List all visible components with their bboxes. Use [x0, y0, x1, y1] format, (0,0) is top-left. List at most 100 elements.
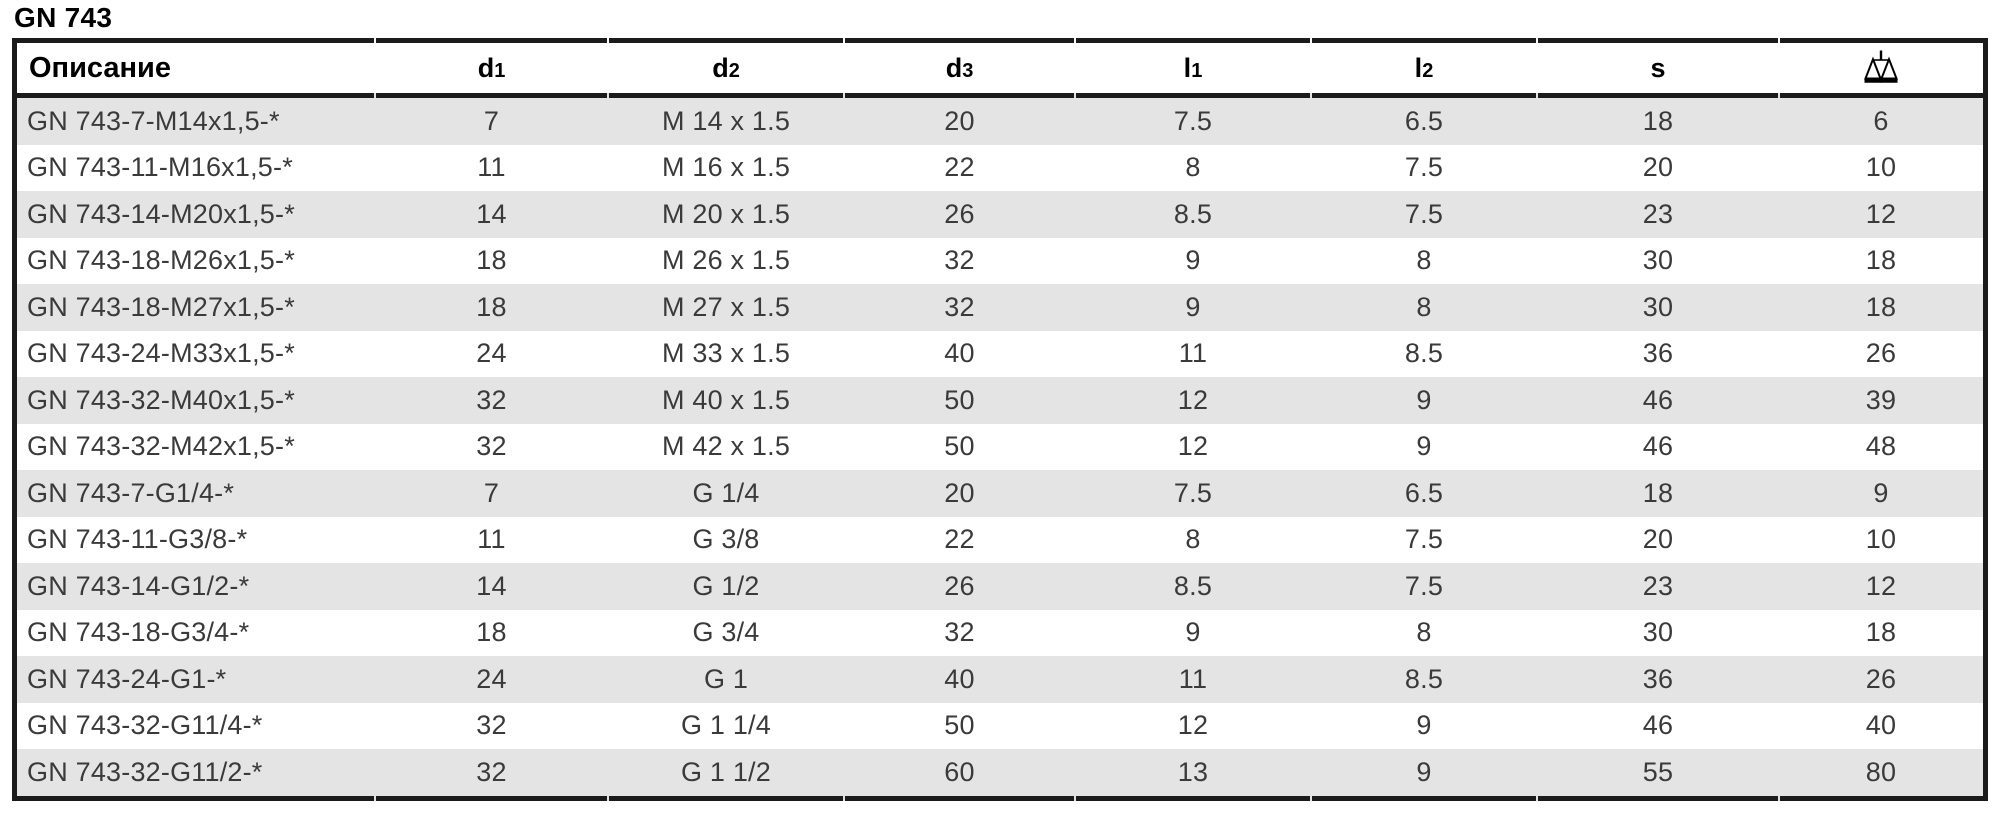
cell-weight: 18 — [1865, 245, 1897, 276]
table-row: GN 743-32-G11/2-* 32 G 1 1/2 60 13 9 55 80 — [14, 749, 1986, 801]
cell-d1: 11 — [477, 152, 506, 183]
cell-s: 36 — [1642, 338, 1674, 369]
cell-d2: M 27 x 1.5 — [661, 291, 791, 322]
cell-l1: 11 — [1178, 338, 1208, 369]
cell-d3: 20 — [944, 105, 975, 136]
cell-weight: 18 — [1865, 291, 1897, 322]
column-header-desc: Описание — [14, 38, 375, 98]
cell-desc: GN 743-24-M33x1,5-* — [27, 338, 295, 369]
cell-d1: 32 — [374, 749, 608, 801]
cell-s: 46 — [1642, 431, 1674, 462]
table-header: Описание d1 d2 d3 l1 l2 s — [14, 38, 1986, 101]
cell-desc: GN 743-14-M20x1,5-* — [27, 198, 295, 229]
cell-d1: 11 — [477, 524, 506, 555]
cell-weight: 10 — [1865, 524, 1897, 555]
cell-l1: 13 — [1074, 749, 1311, 801]
column-header-weight — [1778, 38, 1986, 101]
cell-d1: 24 — [476, 663, 507, 694]
column-label: d — [477, 52, 495, 83]
cell-desc: GN 743-7-G1/4-* — [27, 477, 235, 508]
cell-l1: 12 — [1177, 384, 1209, 415]
table-row: GN 743-32-G11/4-* 32 G 1 1/4 50 12 9 46 40 — [15, 703, 1986, 750]
cell-d3: 22 — [944, 524, 975, 555]
cell-desc: GN 743-18-M27x1,5-* — [27, 291, 295, 322]
cell-s: 46 — [1642, 710, 1674, 741]
cell-l1: 8 — [1185, 524, 1201, 555]
column-label: Описание — [29, 51, 171, 84]
cell-l1: 8.5 — [1173, 570, 1213, 601]
cell-d1: 7 — [483, 105, 500, 136]
cell-l2: 8 — [1416, 245, 1432, 276]
cell-l1: 7.5 — [1173, 105, 1213, 136]
cell-l1: 12 — [1177, 710, 1209, 741]
cell-s: 18 — [1642, 105, 1674, 136]
cell-d3: 40 — [944, 663, 975, 694]
cell-l2: 9 — [1416, 384, 1432, 415]
cell-d1: 32 — [476, 431, 507, 462]
column-label-subscript: 1 — [1191, 59, 1203, 82]
cell-d3: 20 — [944, 477, 975, 508]
cell-weight: 9 — [1873, 477, 1889, 508]
table-row: GN 743-14-G1/2-* 14 G 1/2 26 8.5 7.5 23 12 — [14, 563, 1986, 610]
cell-l1: 12 — [1177, 431, 1209, 462]
column-label: l — [1414, 52, 1423, 83]
cell-d3: 26 — [944, 198, 975, 229]
cell-l2: 8.5 — [1404, 663, 1444, 694]
cell-d2: M 40 x 1.5 — [661, 384, 791, 415]
cell-d1: 18 — [476, 291, 507, 322]
table-row: GN 743-18-M27x1,5-* 18 M 27 x 1.5 32 9 8 30 18 — [14, 284, 1986, 331]
cell-weight: 40 — [1865, 710, 1897, 741]
cell-weight: 18 — [1865, 617, 1897, 648]
table-row: GN 743-7-M14x1,5-* 7 M 14 x 1.5 20 7.5 6.5 18 6 — [14, 95, 1986, 145]
cell-d1: 18 — [476, 245, 507, 276]
column-label: d — [712, 52, 729, 83]
table-row: GN 743-32-M40x1,5-* 32 M 40 x 1.5 50 12 9 46 39 — [14, 377, 1986, 424]
column-header-d2: d2 — [607, 38, 844, 101]
cell-s: 30 — [1642, 617, 1674, 648]
table-row: GN 743-18-G3/4-* 18 G 3/4 32 9 8 30 18 — [15, 610, 1986, 657]
cell-l2: 7.5 — [1404, 570, 1444, 601]
cell-d2: M 33 x 1.5 — [661, 338, 791, 369]
cell-l2: 8 — [1416, 617, 1432, 648]
cell-weight: 26 — [1865, 338, 1897, 369]
cell-desc: GN 743-32-G11/2-* — [14, 749, 375, 801]
cell-d2: G 1 1/4 — [681, 710, 771, 741]
cell-l2: 7.5 — [1404, 152, 1444, 183]
table-row: GN 743-11-G3/8-* 11 G 3/8 22 8 7.5 20 10 — [15, 517, 1986, 564]
cell-d1: 24 — [476, 338, 507, 369]
cell-d3: 50 — [944, 431, 975, 462]
cell-d2: M 20 x 1.5 — [661, 198, 791, 229]
cell-l1: 9 — [1185, 617, 1201, 648]
cell-weight: 10 — [1865, 152, 1897, 183]
table-row: GN 743-32-M42x1,5-* 32 M 42 x 1.5 50 12 9 46 48 — [15, 424, 1986, 471]
cell-d3: 50 — [944, 710, 975, 741]
cell-l2: 9 — [1416, 431, 1432, 462]
cell-d3: 32 — [944, 245, 975, 276]
cell-desc: GN 743-24-G1-* — [27, 663, 227, 694]
table-body: GN 743-7-M14x1,5-* 7 M 14 x 1.5 20 7.5 6.5 18 6… — [14, 95, 1986, 801]
cell-s: 46 — [1642, 384, 1674, 415]
cell-s: 18 — [1642, 477, 1674, 508]
cell-desc: GN 743-7-M14x1,5-* — [27, 105, 280, 136]
cell-d2: G 1/4 — [692, 477, 760, 508]
cell-d3: 32 — [944, 291, 975, 322]
cell-d1: 32 — [476, 384, 507, 415]
cell-d1: 14 — [476, 198, 507, 229]
cell-d2: G 3/4 — [692, 617, 760, 648]
cell-desc: GN 743-18-G3/4-* — [27, 617, 250, 648]
cell-l2: 6.5 — [1404, 477, 1444, 508]
cell-s: 23 — [1642, 570, 1674, 601]
column-label-subscript: 3 — [962, 59, 974, 82]
cell-weight: 48 — [1865, 431, 1897, 462]
cell-l1: 9 — [1185, 245, 1201, 276]
scales-icon — [1864, 50, 1898, 83]
table-row: GN 743-7-G1/4-* 7 G 1/4 20 7.5 6.5 18 9 — [14, 470, 1986, 517]
cell-desc: GN 743-32-G11/4-* — [27, 710, 263, 741]
cell-weight: 12 — [1865, 198, 1897, 229]
table-row: GN 743-14-M20x1,5-* 14 M 20 x 1.5 26 8.5 7.5 2… — [14, 191, 1986, 238]
header-row: Описание d1 d2 d3 l1 l2 s — [14, 38, 1986, 101]
cell-s: 55 — [1536, 749, 1779, 801]
table-row: GN 743-11-M16x1,5-* 11 M 16 x 1.5 22 8 7.5 20 1… — [15, 145, 1986, 192]
column-header-l2: l2 — [1310, 38, 1537, 101]
cell-s: 36 — [1642, 663, 1674, 694]
